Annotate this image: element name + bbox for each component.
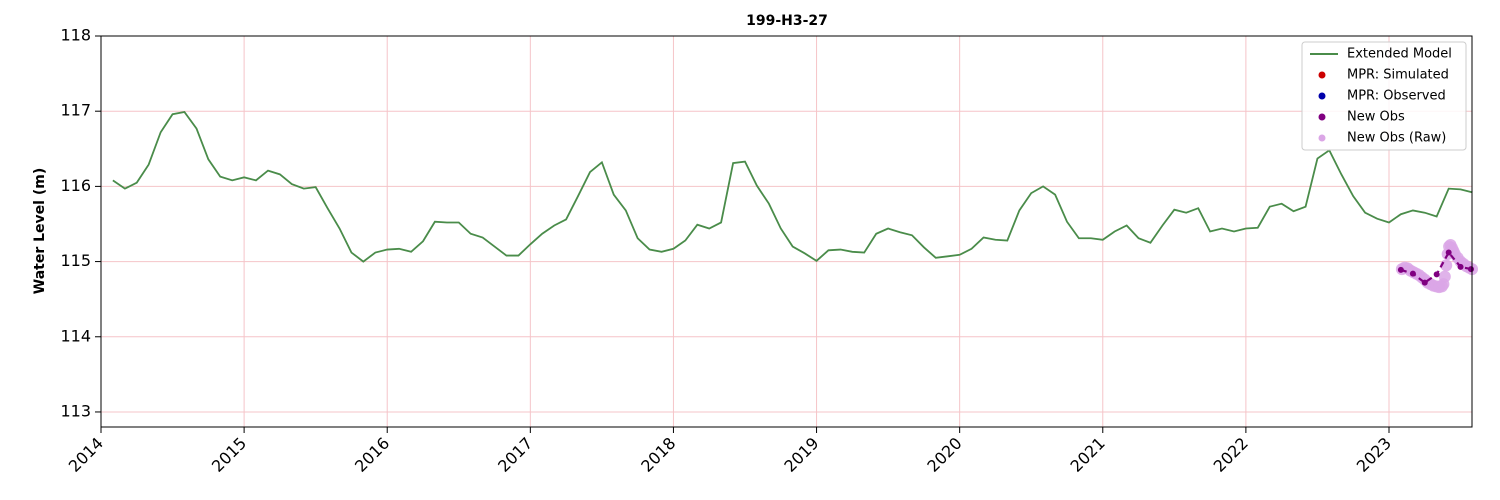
x-tick-label: 2022 <box>1210 434 1252 476</box>
y-tick-label: 115 <box>60 251 91 270</box>
legend-label: Extended Model <box>1347 47 1452 62</box>
legend: Extended Model MPR: Simulated MPR: Observe… <box>1301 41 1467 151</box>
data-point <box>1409 270 1416 277</box>
plot-area <box>112 110 1478 294</box>
x-tick-label: 2015 <box>208 434 250 476</box>
x-tick-label: 2019 <box>780 434 822 476</box>
grid <box>100 35 1472 427</box>
legend-swatch <box>1318 92 1326 100</box>
x-tick-label: 2018 <box>637 434 679 476</box>
legend-label: MPR: Observed <box>1347 89 1446 104</box>
y-axis-label: Water Level (m) <box>32 168 48 294</box>
x-tick-label: 2021 <box>1067 434 1109 476</box>
legend-label: New Obs (Raw) <box>1347 131 1446 146</box>
y-tick-label: 117 <box>60 101 91 120</box>
y-tick-label: 116 <box>60 176 91 195</box>
data-point <box>1433 271 1440 278</box>
legend-swatch <box>1318 113 1326 121</box>
data-point <box>1457 263 1464 270</box>
data-point <box>1445 249 1452 256</box>
data-point <box>1467 266 1474 273</box>
y-tick-label: 113 <box>60 401 91 420</box>
legend-swatch <box>1318 134 1326 142</box>
legend-box <box>1301 41 1467 151</box>
x-tick-label: 2016 <box>351 434 393 476</box>
x-tick-label: 2014 <box>65 434 107 476</box>
chart-title: 199-H3-27 <box>746 13 828 29</box>
data-point <box>1397 266 1404 273</box>
x-tick-label: 2017 <box>494 434 536 476</box>
x-tick-label: 2020 <box>923 434 965 476</box>
data-point <box>1421 279 1428 286</box>
legend-label: MPR: Simulated <box>1347 68 1449 83</box>
x-tick-label: 2023 <box>1353 434 1395 476</box>
y-tick-label: 118 <box>60 26 91 45</box>
y-tick-label: 114 <box>60 326 91 345</box>
axes-frame <box>100 35 1473 428</box>
data-point <box>1438 270 1451 283</box>
series-line <box>112 110 1473 263</box>
legend-label: New Obs <box>1347 110 1405 125</box>
legend-swatch <box>1318 71 1326 79</box>
